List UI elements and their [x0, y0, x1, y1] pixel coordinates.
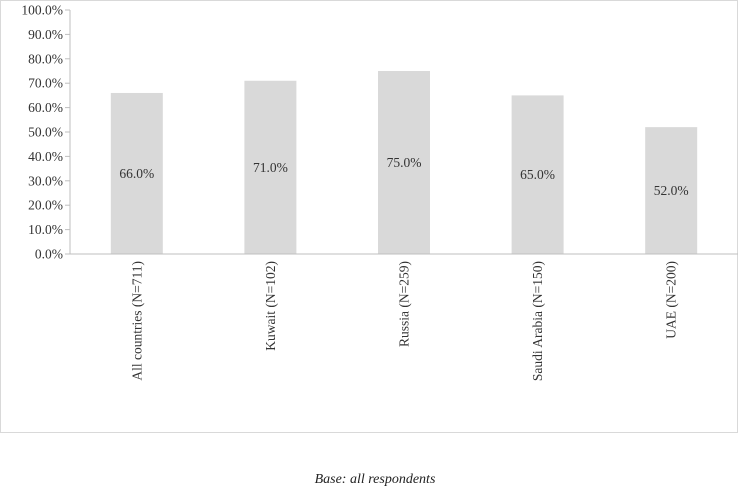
bar-data-label: 75.0% — [387, 155, 422, 170]
x-category-label: Russia (N=259) — [397, 261, 412, 347]
bar — [511, 95, 564, 255]
x-category-label: Saudi Arabia (N=150) — [530, 261, 545, 381]
y-tick-label: 50.0% — [28, 125, 63, 140]
y-tick-label: 40.0% — [28, 149, 63, 164]
x-category-label: Kuwait (N=102) — [263, 261, 278, 351]
base-caption: Base: all respondents — [314, 472, 436, 487]
y-axis: 0.0% 10.0% 20.0% 30.0% 40.0% 50.0% 60.0% 70.0% 8… — [21, 3, 71, 262]
x-axis: All countries (N=711) Kuwait (N=102) Russi… — [70, 253, 738, 381]
y-tick-label: 100.0% — [21, 3, 63, 18]
bar — [645, 127, 698, 254]
y-tick-label: 30.0% — [28, 173, 63, 188]
y-tick-label: 70.0% — [28, 76, 63, 91]
y-tick-label: 80.0% — [28, 51, 63, 66]
bar-data-label: 66.0% — [119, 166, 154, 181]
y-tick-label: 0.0% — [35, 247, 63, 262]
bar-data-label: 71.0% — [253, 160, 288, 175]
bar-chart: 0.0% 10.0% 20.0% 30.0% 40.0% 50.0% 60.0% 70.0% 8… — [21, 3, 738, 381]
y-tick-label: 10.0% — [28, 222, 63, 237]
bar — [110, 92, 163, 255]
x-category-label: All countries (N=711) — [129, 261, 144, 381]
y-tick-label: 90.0% — [28, 27, 63, 42]
bars: 66.0% 71.0% 75.0% 65.0% 52.0% — [110, 71, 698, 255]
bar — [378, 71, 430, 254]
y-tick-label: 20.0% — [28, 198, 63, 213]
x-category-label: UAE (N=200) — [664, 261, 679, 339]
bar — [244, 80, 297, 254]
bar-data-label: 65.0% — [520, 167, 555, 182]
y-tick-label: 60.0% — [28, 100, 63, 115]
bar-data-label: 52.0% — [654, 183, 689, 198]
